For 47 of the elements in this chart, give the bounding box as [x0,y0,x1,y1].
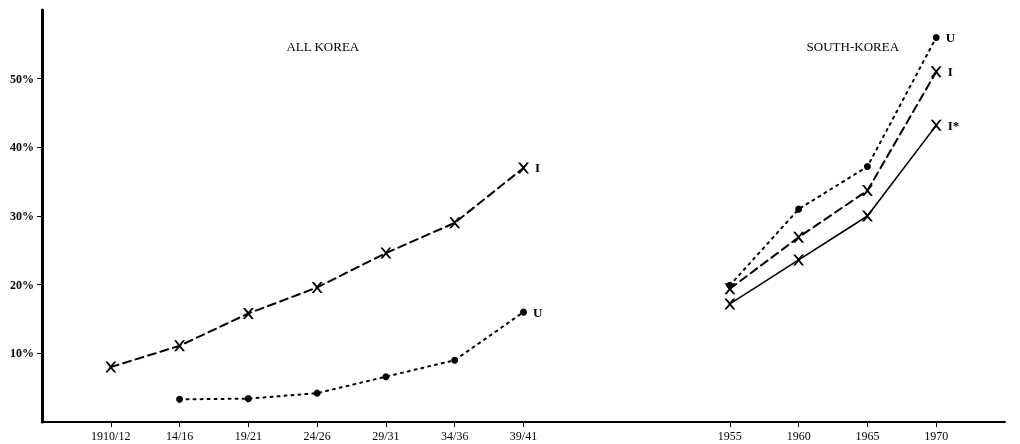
x-tick-label: 14/16 [165,429,194,443]
point [451,356,459,364]
point [795,205,803,213]
point [793,231,805,243]
y-tick-label: 30% [10,209,34,223]
point [863,163,871,171]
point [380,247,392,259]
y-tick-label: 50% [10,71,34,86]
point [313,389,321,397]
point [174,340,186,352]
point [382,373,390,381]
series-label: U [945,29,956,45]
series-label: U [533,304,543,320]
x-tick-label: 24/26 [303,429,331,443]
point [105,361,117,373]
y-tick-label: 40% [10,140,34,155]
point [861,185,873,197]
point [724,283,736,295]
x-tick-label: 29/31 [372,429,400,443]
point [861,210,873,222]
point [930,119,942,131]
x-tick-label: 39/41 [509,429,538,443]
x-tick-label: 1970 [924,429,949,443]
point [724,298,736,310]
point [930,66,942,78]
x-tick-label: 1965 [855,429,880,443]
point [520,308,527,316]
series-label: I [535,160,541,176]
point [176,395,184,403]
point [793,254,805,266]
series-label: I [947,64,953,80]
y-tick-label: 20% [10,277,34,292]
annotation: ALL KOREA [286,39,360,54]
x-tick-label: 34/36 [441,429,469,443]
point [932,33,940,41]
point [449,217,461,229]
y-tick-label: 10% [10,346,34,361]
point [242,308,254,320]
x-tick-label: 1910/12 [91,429,131,443]
point [244,395,252,403]
annotation: SOUTH-KOREA [806,39,900,54]
point [311,281,323,293]
series-label: I* [947,117,960,133]
x-tick-label: 19/21 [234,429,263,443]
x-tick-label: 1955 [717,429,742,443]
point [518,162,529,174]
x-tick-label: 1960 [786,429,811,443]
